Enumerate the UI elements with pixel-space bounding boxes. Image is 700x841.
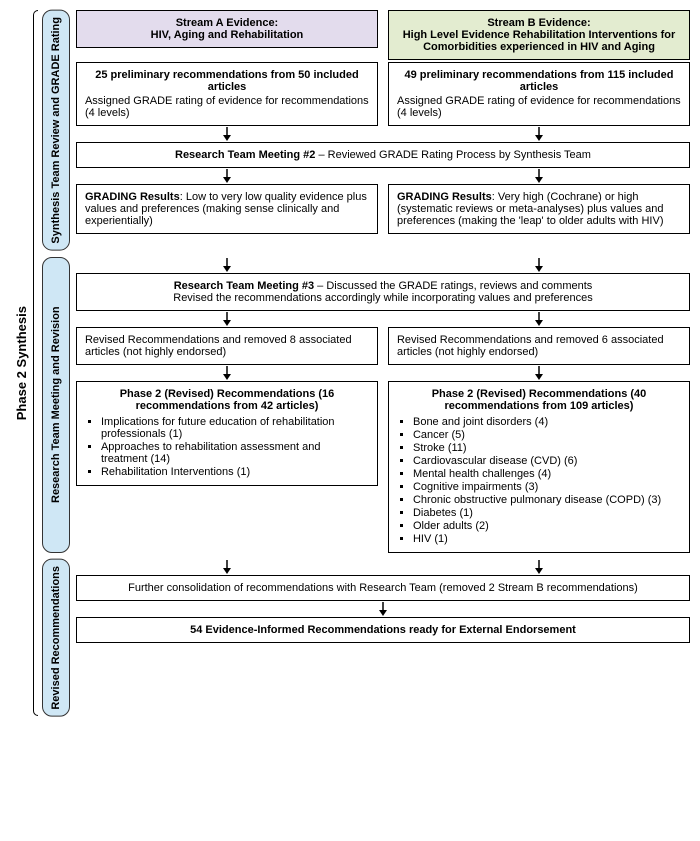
phase-bracket — [33, 10, 38, 716]
arrow-row — [76, 311, 690, 327]
stream-b-prelim-title: 49 preliminary recommendations from 115 … — [397, 69, 681, 93]
list-item: Cardiovascular disease (CVD) (6) — [413, 455, 681, 467]
sections-container: Synthesis Team Review and GRADE Rating S… — [42, 10, 690, 716]
list-item: HIV (1) — [413, 533, 681, 545]
section-revision: Research Team Meeting and Revision Resea… — [42, 257, 690, 553]
stream-b-grading: GRADING Results: Very high (Cochrane) or… — [388, 184, 690, 234]
stream-a-removed: Revised Recommendations and removed 8 as… — [76, 327, 378, 365]
list-item: Diabetes (1) — [413, 507, 681, 519]
stream-b-header: Stream B Evidence: High Level Evidence R… — [388, 10, 690, 60]
meeting-2-text: – Reviewed GRADE Rating Process by Synth… — [315, 149, 591, 161]
stream-b-phase2-list: Bone and joint disorders (4)Cancer (5)St… — [397, 416, 681, 545]
stream-b-phase2-title: Phase 2 (Revised) Recommendations (40 re… — [397, 388, 681, 412]
section-content-3: Further consolidation of recommendations… — [76, 559, 690, 717]
stream-a-phase2: Phase 2 (Revised) Recommendations (16 re… — [76, 381, 378, 486]
stream-a-phase2-title: Phase 2 (Revised) Recommendations (16 re… — [85, 388, 369, 412]
list-item: Approaches to rehabilitation assessment … — [101, 441, 369, 465]
arrow-row — [76, 257, 690, 273]
diagram-root: Phase 2 Synthesis Synthesis Team Review … — [10, 10, 690, 716]
stream-a-title: Stream A Evidence: — [85, 17, 369, 29]
stream-a-prelim-sub: Assigned GRADE rating of evidence for re… — [85, 95, 369, 119]
stream-a-header: Stream A Evidence: HIV, Aging and Rehabi… — [76, 10, 378, 48]
meeting-2-label: Research Team Meeting #2 — [175, 149, 315, 161]
further-consolidation: Further consolidation of recommendations… — [76, 575, 690, 601]
arrow-row — [76, 168, 690, 184]
stream-a-sub: HIV, Aging and Rehabilitation — [85, 29, 369, 41]
phase-label: Phase 2 Synthesis — [10, 10, 33, 716]
stream-a-grading-label: GRADING Results — [85, 191, 180, 203]
stream-a-prelim: 25 preliminary recommendations from 50 i… — [76, 62, 378, 126]
stream-b-phase2: Phase 2 (Revised) Recommendations (40 re… — [388, 381, 690, 553]
arrow-row — [76, 126, 690, 142]
arrow-row — [76, 559, 690, 575]
list-item: Older adults (2) — [413, 520, 681, 532]
list-item: Chronic obstructive pulmonary disease (C… — [413, 494, 681, 506]
list-item: Cancer (5) — [413, 429, 681, 441]
list-item: Cognitive impairments (3) — [413, 481, 681, 493]
arrow — [76, 601, 690, 617]
section-content-2: Research Team Meeting #3 – Discussed the… — [76, 257, 690, 553]
list-item: Mental health challenges (4) — [413, 468, 681, 480]
stream-b-grading-label: GRADING Results — [397, 191, 492, 203]
final-box: 54 Evidence-Informed Recommendations rea… — [76, 617, 690, 643]
stream-a-phase2-list: Implications for future education of reh… — [85, 416, 369, 478]
meeting-3: Research Team Meeting #3 – Discussed the… — [76, 273, 690, 311]
meeting-3-label: Research Team Meeting #3 — [174, 280, 314, 292]
stream-b-prelim-sub: Assigned GRADE rating of evidence for re… — [397, 95, 681, 119]
arrow-row — [76, 365, 690, 381]
stream-b-title: Stream B Evidence: — [397, 17, 681, 29]
stream-b-removed: Revised Recommendations and removed 6 as… — [388, 327, 690, 365]
section-label-2: Research Team Meeting and Revision — [42, 257, 70, 553]
section-revised-recs: Revised Recommendations Further consolid… — [42, 559, 690, 717]
list-item: Stroke (11) — [413, 442, 681, 454]
section-synthesis: Synthesis Team Review and GRADE Rating S… — [42, 10, 690, 251]
list-item: Bone and joint disorders (4) — [413, 416, 681, 428]
section-label-3: Revised Recommendations — [42, 559, 70, 717]
stream-a-prelim-title: 25 preliminary recommendations from 50 i… — [85, 69, 369, 93]
list-item: Implications for future education of reh… — [101, 416, 369, 440]
section-content-1: Stream A Evidence: HIV, Aging and Rehabi… — [76, 10, 690, 251]
stream-b-sub: High Level Evidence Rehabilitation Inter… — [397, 29, 681, 53]
stream-b-prelim: 49 preliminary recommendations from 115 … — [388, 62, 690, 126]
section-label-1: Synthesis Team Review and GRADE Rating — [42, 10, 70, 251]
list-item: Rehabilitation Interventions (1) — [101, 466, 369, 478]
stream-a-grading: GRADING Results: Low to very low quality… — [76, 184, 378, 234]
meeting-2: Research Team Meeting #2 – Reviewed GRAD… — [76, 142, 690, 168]
